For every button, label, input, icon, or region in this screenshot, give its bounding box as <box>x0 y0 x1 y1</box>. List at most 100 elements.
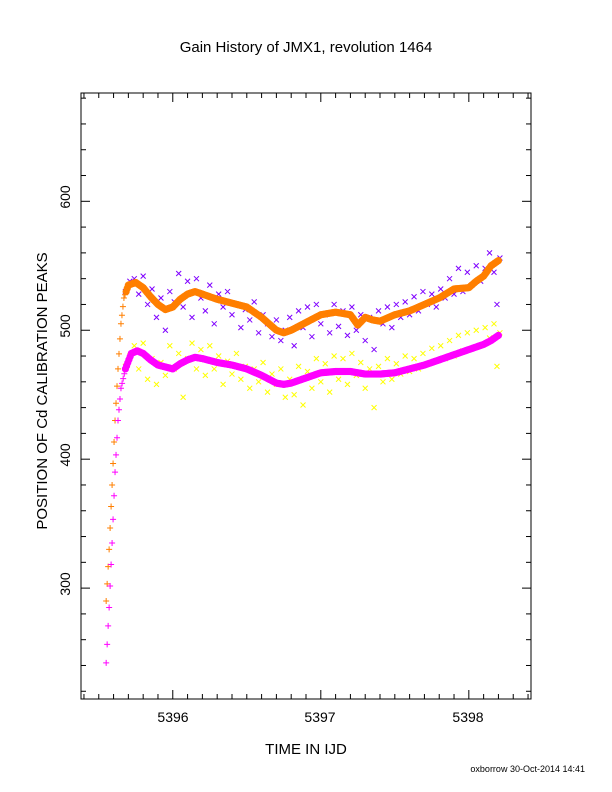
upper_raw-point <box>238 324 244 331</box>
upper_smooth-point <box>116 335 123 342</box>
lower_raw-point <box>335 376 342 383</box>
lower_raw-point <box>282 394 289 401</box>
upper_raw-point <box>220 304 226 310</box>
lower_smooth-point <box>117 385 124 392</box>
lower_raw-point <box>300 402 306 408</box>
lower_raw-point <box>446 337 453 344</box>
lower_raw-point <box>229 371 235 377</box>
chart-title: Gain History of JMX1, revolution 1464 <box>180 39 433 56</box>
upper_raw-point <box>291 342 298 349</box>
upper_raw-point <box>331 301 337 308</box>
lower_raw-point <box>131 342 138 349</box>
lower_smooth-point <box>105 622 112 629</box>
upper_raw-point <box>273 317 280 323</box>
upper_smooth-point <box>115 350 122 357</box>
upper_raw-point <box>494 301 500 308</box>
lower_raw-point <box>255 378 262 385</box>
lower_raw-point <box>491 320 497 327</box>
lower_raw-point <box>144 376 151 383</box>
lower_raw-point <box>384 355 391 362</box>
lower_raw-point <box>473 327 480 334</box>
upper_smooth-point <box>114 383 121 390</box>
lower_smooth-point <box>106 604 113 611</box>
upper_smooth-point <box>110 460 117 467</box>
lower_smooth-point <box>113 451 120 458</box>
lower_raw-point <box>349 350 355 357</box>
lower_raw-point <box>464 329 471 336</box>
lower_raw-point <box>313 355 320 362</box>
lower_raw-point <box>322 360 329 367</box>
lower_raw-point <box>482 324 488 331</box>
upper_raw-point <box>175 270 182 277</box>
upper_raw-point <box>184 278 191 285</box>
lower_raw-point <box>309 385 315 392</box>
lower_raw-point <box>206 342 213 349</box>
upper_raw-point <box>135 291 142 297</box>
lower_smooth-point <box>119 380 126 387</box>
upper_smooth-point <box>108 503 115 510</box>
x-tick-label: 5396 <box>157 709 188 725</box>
lower_raw-point <box>264 389 271 395</box>
upper_raw-point <box>349 304 355 310</box>
upper_raw-point <box>189 314 195 321</box>
lower_raw-point <box>189 340 195 346</box>
lower_raw-point <box>180 394 186 401</box>
lower_smooth-point <box>112 469 119 476</box>
upper_raw-point <box>251 299 258 305</box>
axis-ticks <box>81 93 531 699</box>
lower_raw-point <box>455 332 462 339</box>
lower_raw-point <box>166 342 173 349</box>
lower_raw-point <box>202 372 209 379</box>
upper_raw-point <box>162 327 169 334</box>
lower_raw-point <box>193 366 200 372</box>
upper_raw-point <box>246 317 253 323</box>
lower_smooth-point <box>111 492 118 499</box>
lower_raw-point <box>411 355 417 362</box>
upper_raw-point <box>229 311 235 318</box>
upper_raw-point <box>193 275 200 282</box>
upper_raw-point <box>411 293 417 300</box>
upper_smooth-point <box>109 481 116 488</box>
y-tick-label: 600 <box>57 185 73 209</box>
upper_raw-point <box>446 275 453 282</box>
lower_raw-point <box>494 363 500 370</box>
lower_raw-point <box>362 385 369 392</box>
upper_raw-point <box>158 295 164 301</box>
plot-frame <box>80 92 532 700</box>
upper_raw-point <box>277 337 284 344</box>
upper_raw-point <box>269 333 275 340</box>
lower_raw-point <box>233 350 240 357</box>
lower_smooth-point <box>116 396 123 403</box>
lower_raw-point <box>215 353 222 359</box>
lower_raw-point <box>238 376 244 383</box>
lower_smooth-point <box>109 539 116 546</box>
lower_raw-point <box>420 350 426 357</box>
upper_raw-point <box>149 286 155 292</box>
upper_raw-point <box>433 304 440 310</box>
upper_raw-point <box>402 299 409 305</box>
upper_raw-point <box>309 333 315 340</box>
upper_raw-point <box>166 288 173 295</box>
x-axis-label: TIME IN IJD <box>265 741 347 758</box>
lower_raw-point <box>437 342 444 349</box>
lower_smooth-point <box>107 582 114 589</box>
lower_smooth-point <box>104 641 111 648</box>
upper_smooth-point <box>106 546 113 553</box>
upper_raw-point <box>464 269 471 276</box>
lower_raw-point <box>211 366 218 372</box>
upper_raw-point <box>317 320 324 327</box>
upper_raw-point <box>202 308 209 314</box>
lower_smooth-point <box>494 331 503 339</box>
upper_raw-point <box>420 288 426 295</box>
plot-area <box>103 250 503 666</box>
lower_smooth-point <box>114 434 121 441</box>
upper_raw-point <box>180 304 186 310</box>
upper_raw-point <box>286 314 293 321</box>
lower_smooth-point <box>103 659 110 666</box>
upper_raw-point <box>428 291 435 297</box>
y-tick-label: 500 <box>57 314 73 338</box>
y-tick-label: 400 <box>57 443 73 467</box>
upper_raw-point <box>313 301 320 308</box>
lower_raw-point <box>162 372 169 379</box>
